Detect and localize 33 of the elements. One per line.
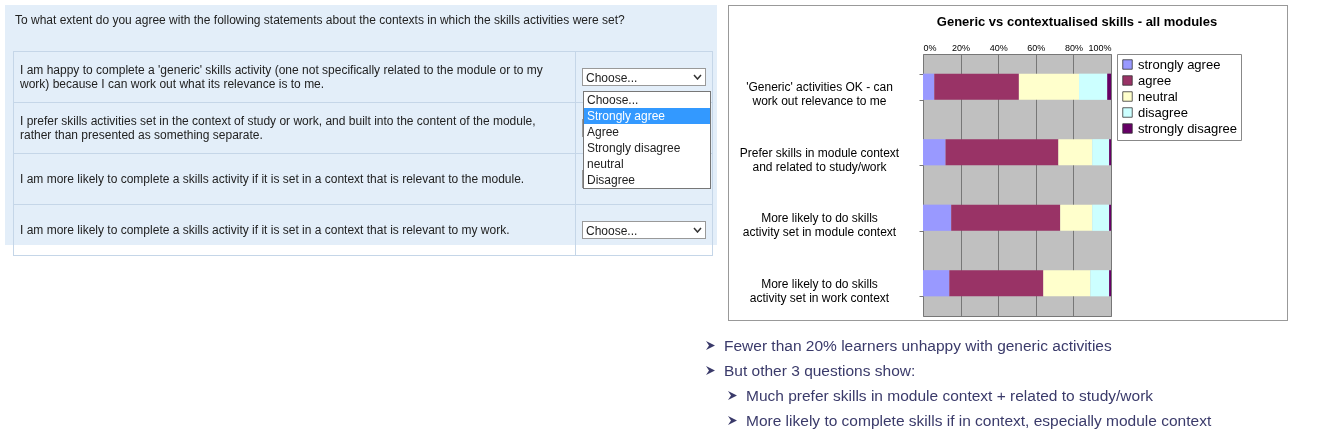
y-tick-label: More likely to do skills activity set in work context [749,276,890,305]
legend-label: agree [1138,72,1172,88]
legend-label: strongly agree [1138,56,1221,72]
y-tick-label: 'Generic' activities OK - can work out relevance to me [746,80,893,109]
legend-label: disagree [1138,104,1188,120]
x-tick-label: 20% [952,42,971,53]
text: Agree [586,124,621,140]
text: Disagree [586,172,637,188]
legend-label: neutral [1138,88,1178,104]
text: I am more likely to complete a skills activity if it is set in a context that is relevant to the module. [13,153,576,205]
text: Strongly agree [584,108,710,124]
x-tick-label: 0% [923,42,937,53]
text: More likely to complete skills if in context, especially module context [746,411,1212,431]
text: To what extent do you agree with the following statements about the contexts in which the skills activities were set? [15,13,625,27]
legend-label: strongly disagree [1138,120,1237,136]
text: I am more likely to complete a skills activity if it is set in a context that is relevant to my work. [13,204,576,256]
text: But other 3 questions show: [724,361,916,381]
text: I prefer skills activities set in the context of study or work, and built into the content of the module, rather than presented as something separate. [13,102,576,154]
x-tick-label: 60% [1027,42,1046,53]
text: Choose... [586,92,640,108]
x-tick-label: 40% [989,42,1008,53]
text: I am happy to complete a 'generic' skills activity (one not specifically related to the module or to my work) because I can work out what its relevance is to me. [13,51,576,103]
x-tick-label: 80% [1064,42,1083,53]
text: Choose... [582,68,706,86]
text: Fewer than 20% learners unhappy with generic activities [724,336,1112,356]
y-tick-label: More likely to do skills activity set in module context [742,211,897,240]
chart-title: Generic vs contextualised skills - all modules [936,14,1218,29]
text: Choose... [582,221,706,239]
y-tick-label: Prefer skills in module context and related to study/work [739,145,900,174]
x-tick-label: 100% [1088,42,1112,53]
text: Much prefer skills in module context + related to study/work [746,386,1154,406]
text: neutral [586,156,625,172]
text: Strongly disagree [586,140,682,156]
